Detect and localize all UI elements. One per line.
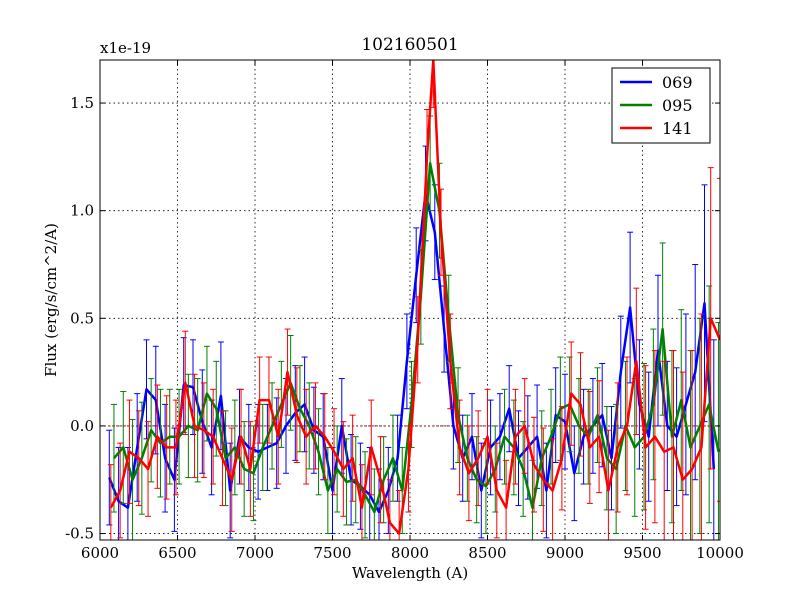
plot-area — [106, 60, 720, 540]
x-tick-label: 6500 — [158, 544, 196, 562]
series-line-141 — [109, 60, 720, 535]
y-axis-label: Flux (erg/s/cm^2/A) — [42, 223, 60, 377]
series-141 — [107, 60, 720, 540]
y-tick-label: 1.0 — [70, 202, 94, 220]
x-axis-label: Wavelength (A) — [352, 564, 468, 582]
x-tick-label: 10000 — [696, 544, 744, 562]
x-tick-label: 7500 — [313, 544, 351, 562]
y-axis-multiplier: x1e-19 — [100, 39, 151, 57]
y-tick-label: 0.0 — [70, 417, 94, 435]
chart-title: 102160501 — [361, 35, 458, 55]
legend-label-141: 141 — [662, 119, 693, 138]
y-tick-label: -0.5 — [65, 525, 94, 543]
x-tick-label: 8500 — [468, 544, 506, 562]
y-axis-ticks: -0.5 0.0 0.5 1.0 1.5 — [65, 94, 720, 543]
x-tick-label: 7000 — [236, 544, 274, 562]
series-069 — [106, 145, 717, 540]
y-tick-label: 0.5 — [70, 309, 94, 327]
series-line-069 — [108, 192, 716, 514]
legend-label-069: 069 — [662, 73, 693, 92]
legend-label-095: 095 — [662, 96, 693, 115]
x-axis-ticks: 6000 6500 7000 7500 8000 8500 9000 9500 10000 — [81, 60, 744, 562]
x-tick-label: 9500 — [623, 544, 661, 562]
legend: 069 095 141 — [611, 67, 711, 144]
x-tick-label: 9000 — [546, 544, 584, 562]
x-tick-label: 8000 — [391, 544, 429, 562]
x-tick-label: 6000 — [81, 544, 119, 562]
y-tick-label: 1.5 — [70, 94, 94, 112]
